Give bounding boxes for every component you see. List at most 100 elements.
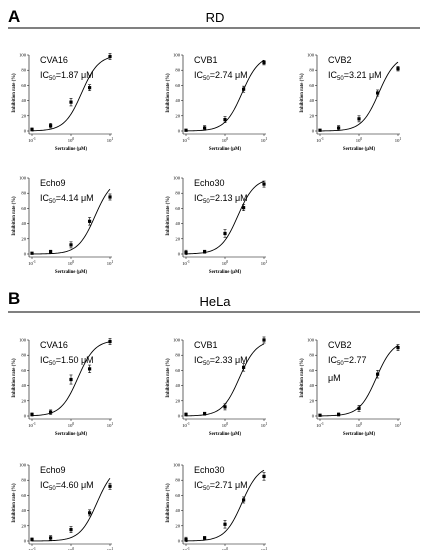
x-tick-exponent: -1 xyxy=(33,137,36,141)
y-tick-label: 100 xyxy=(19,338,27,343)
x-tick-label: 101 xyxy=(107,422,114,428)
x-tick-label: 100 xyxy=(356,422,363,428)
ic50-prefix: IC xyxy=(194,355,204,365)
point-marker xyxy=(203,250,207,254)
x-tick-label: 100 xyxy=(222,422,229,428)
ic50-label: IC50=3.21 μM xyxy=(328,70,382,82)
y-tick-label: 80 xyxy=(21,68,26,73)
y-tick-label: 0 xyxy=(178,129,181,134)
y-tick-label: 0 xyxy=(24,539,27,544)
section-letter-b: B xyxy=(8,289,20,308)
y-tick-label: 80 xyxy=(21,478,26,483)
point-marker xyxy=(88,219,92,223)
x-tick-exponent: -1 xyxy=(187,422,190,426)
point-marker xyxy=(242,206,246,210)
data-point xyxy=(262,60,266,66)
data-point xyxy=(69,374,73,385)
point-marker xyxy=(69,243,73,247)
x-tick-exponent: -1 xyxy=(321,137,324,141)
ic50-subscript: 50 xyxy=(337,76,344,82)
y-tick-label: 20 xyxy=(175,113,180,118)
x-axis-label: Sertraline (μM) xyxy=(55,432,88,437)
point-marker xyxy=(262,182,266,186)
data-point xyxy=(203,249,207,254)
point-marker xyxy=(262,61,266,65)
y-tick-label: 100 xyxy=(19,176,27,181)
data-point xyxy=(223,403,227,411)
x-tick-label: 10-1 xyxy=(182,137,190,143)
data-point xyxy=(242,496,246,504)
y-axis-label: Inhibition rate (%) xyxy=(300,358,305,398)
data-point xyxy=(318,413,322,417)
x-tick-label: 10-1 xyxy=(28,547,36,550)
x-tick-exponent: -1 xyxy=(33,260,36,264)
data-point xyxy=(262,472,266,481)
x-tick-exponent: 0 xyxy=(72,422,74,426)
point-marker xyxy=(49,124,53,128)
y-tick-label: 20 xyxy=(21,398,26,403)
data-point xyxy=(396,344,400,351)
x-tick-exponent: 0 xyxy=(226,422,228,426)
ic50-value: =4.60 μM xyxy=(56,480,94,490)
y-tick-label: 100 xyxy=(19,463,27,468)
y-tick-label: 60 xyxy=(175,206,180,211)
data-point xyxy=(223,520,227,529)
point-marker xyxy=(337,412,341,417)
y-tick-label: 40 xyxy=(21,221,26,226)
ic50-prefix: IC xyxy=(328,355,338,365)
ic50-label: IC50=1.87 μM xyxy=(40,70,94,82)
y-tick-label: 60 xyxy=(175,83,180,88)
virus-label: CVB1 xyxy=(194,55,218,65)
ic50-subscript: 50 xyxy=(49,76,56,82)
y-tick-label: 80 xyxy=(175,478,180,483)
y-tick-label: 60 xyxy=(309,368,314,373)
point-marker xyxy=(88,511,92,515)
ic50-value: =4.14 μM xyxy=(56,193,94,203)
x-tick-exponent: -1 xyxy=(187,137,190,141)
data-point xyxy=(203,411,207,416)
point-marker xyxy=(203,536,207,540)
point-marker xyxy=(30,412,34,417)
virus-label: CVA16 xyxy=(40,340,68,350)
x-tick-exponent: 0 xyxy=(72,260,74,264)
y-tick-label: 40 xyxy=(175,383,180,388)
ic50-subscript: 50 xyxy=(49,486,56,492)
y-tick-label: 40 xyxy=(21,98,26,103)
point-marker xyxy=(184,250,188,255)
x-tick-label: 101 xyxy=(395,137,402,143)
data-point xyxy=(223,229,227,238)
point-marker xyxy=(69,100,73,104)
ic50-label: IC50=2.33 μM xyxy=(194,355,248,367)
data-point xyxy=(49,409,53,415)
x-tick-label: 10-1 xyxy=(316,422,324,428)
point-marker xyxy=(223,231,227,236)
data-point xyxy=(88,217,92,226)
ic50-subscript: 50 xyxy=(203,361,210,367)
x-tick-label: 100 xyxy=(222,547,229,550)
ic50-value: =2.77 xyxy=(344,355,367,365)
ic50-value: =1.50 μM xyxy=(56,355,94,365)
x-tick-label: 101 xyxy=(261,422,268,428)
x-tick-exponent: 1 xyxy=(265,137,267,141)
x-tick-exponent: 0 xyxy=(360,422,362,426)
ic50-prefix: IC xyxy=(194,480,204,490)
x-tick-exponent: 1 xyxy=(111,547,113,550)
x-tick-exponent: 1 xyxy=(265,422,267,426)
y-tick-label: 80 xyxy=(21,191,26,196)
data-point xyxy=(30,251,34,255)
data-point xyxy=(69,526,73,533)
data-point xyxy=(69,241,73,249)
y-axis-label: Inhibition rate (%) xyxy=(12,196,17,236)
ic50-prefix: IC xyxy=(40,193,50,203)
virus-label: CVB2 xyxy=(328,340,352,350)
y-tick-label: 40 xyxy=(175,221,180,226)
y-axis-label: Inhibition rate (%) xyxy=(166,73,171,113)
data-point xyxy=(30,537,34,542)
ic50-prefix: IC xyxy=(328,70,338,80)
data-point xyxy=(49,249,53,254)
ic50-label: IC50=4.14 μM xyxy=(40,193,94,205)
